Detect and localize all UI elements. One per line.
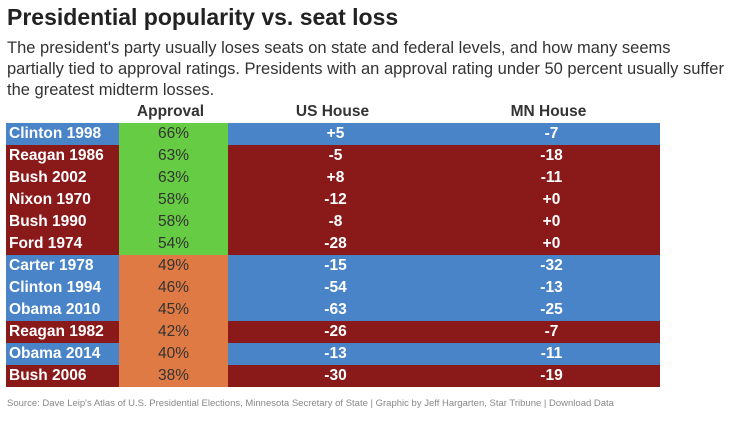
mn-house-cell: -11 bbox=[443, 167, 660, 189]
us-house-cell: +5 bbox=[228, 123, 443, 145]
president-cell: Obama 2014 bbox=[6, 343, 119, 365]
approval-cell: 49% bbox=[119, 255, 228, 277]
president-cell: Obama 2010 bbox=[6, 299, 119, 321]
table-row: Clinton 1998 66% +5 -7 bbox=[6, 123, 660, 145]
president-cell: Ford 1974 bbox=[6, 233, 119, 255]
president-cell: Clinton 1994 bbox=[6, 277, 119, 299]
table-header: Approval US House MN House bbox=[0, 103, 737, 123]
table-row: Reagan 1986 63% -5 -18 bbox=[6, 145, 660, 167]
president-cell: Bush 2006 bbox=[6, 365, 119, 387]
us-house-cell: -30 bbox=[228, 365, 443, 387]
approval-cell: 45% bbox=[119, 299, 228, 321]
approval-cell: 58% bbox=[119, 211, 228, 233]
mn-house-cell: -18 bbox=[443, 145, 660, 167]
us-house-cell: +8 bbox=[228, 167, 443, 189]
chart-subtitle: The president's party usually loses seat… bbox=[7, 39, 724, 99]
table-row: Ford 1974 54% -28 +0 bbox=[6, 233, 660, 255]
us-house-cell: -15 bbox=[228, 255, 443, 277]
mn-house-cell: -7 bbox=[443, 321, 660, 343]
approval-cell: 38% bbox=[119, 365, 228, 387]
approval-cell: 40% bbox=[119, 343, 228, 365]
approval-cell: 58% bbox=[119, 189, 228, 211]
mn-house-cell: -7 bbox=[443, 123, 660, 145]
us-house-cell: -8 bbox=[228, 211, 443, 233]
president-cell: Nixon 1970 bbox=[6, 189, 119, 211]
header-us-house: US House bbox=[295, 103, 370, 120]
table-row: Nixon 1970 58% -12 +0 bbox=[6, 189, 660, 211]
mn-house-cell: +0 bbox=[443, 233, 660, 255]
us-house-cell: -5 bbox=[228, 145, 443, 167]
table-row: Bush 1990 58% -8 +0 bbox=[6, 211, 660, 233]
us-house-cell: -26 bbox=[228, 321, 443, 343]
president-cell: Bush 2002 bbox=[6, 167, 119, 189]
president-cell: Reagan 1986 bbox=[6, 145, 119, 167]
mn-house-cell: +0 bbox=[443, 189, 660, 211]
approval-cell: 66% bbox=[119, 123, 228, 145]
table-row: Bush 2006 38% -30 -19 bbox=[6, 365, 660, 387]
mn-house-cell: -13 bbox=[443, 277, 660, 299]
president-cell: Bush 1990 bbox=[6, 211, 119, 233]
table-row: Obama 2010 45% -63 -25 bbox=[6, 299, 660, 321]
mn-house-cell: -32 bbox=[443, 255, 660, 277]
table-row: Obama 2014 40% -13 -11 bbox=[6, 343, 660, 365]
us-house-cell: -54 bbox=[228, 277, 443, 299]
approval-cell: 63% bbox=[119, 167, 228, 189]
mn-house-cell: -25 bbox=[443, 299, 660, 321]
approval-cell: 46% bbox=[119, 277, 228, 299]
us-house-cell: -12 bbox=[228, 189, 443, 211]
us-house-cell: -13 bbox=[228, 343, 443, 365]
table-row: Clinton 1994 46% -54 -13 bbox=[6, 277, 660, 299]
source-note: Source: Dave Leip's Atlas of U.S. Presid… bbox=[7, 398, 614, 409]
approval-cell: 42% bbox=[119, 321, 228, 343]
president-cell: Clinton 1998 bbox=[6, 123, 119, 145]
approval-cell: 63% bbox=[119, 145, 228, 167]
chart-title: Presidential popularity vs. seat loss bbox=[7, 4, 399, 30]
mn-house-cell: -19 bbox=[443, 365, 660, 387]
president-cell: Reagan 1982 bbox=[6, 321, 119, 343]
president-cell: Carter 1978 bbox=[6, 255, 119, 277]
us-house-cell: -63 bbox=[228, 299, 443, 321]
table-row: Carter 1978 49% -15 -32 bbox=[6, 255, 660, 277]
mn-house-cell: -11 bbox=[443, 343, 660, 365]
header-mn-house: MN House bbox=[510, 103, 587, 120]
table-row: Bush 2002 63% +8 -11 bbox=[6, 167, 660, 189]
header-approval: Approval bbox=[136, 103, 205, 120]
approval-seat-table: Clinton 1998 66% +5 -7 Reagan 1986 63% -5 -18 Bu… bbox=[6, 123, 660, 387]
approval-cell: 54% bbox=[119, 233, 228, 255]
mn-house-cell: +0 bbox=[443, 211, 660, 233]
table-row: Reagan 1982 42% -26 -7 bbox=[6, 321, 660, 343]
us-house-cell: -28 bbox=[228, 233, 443, 255]
